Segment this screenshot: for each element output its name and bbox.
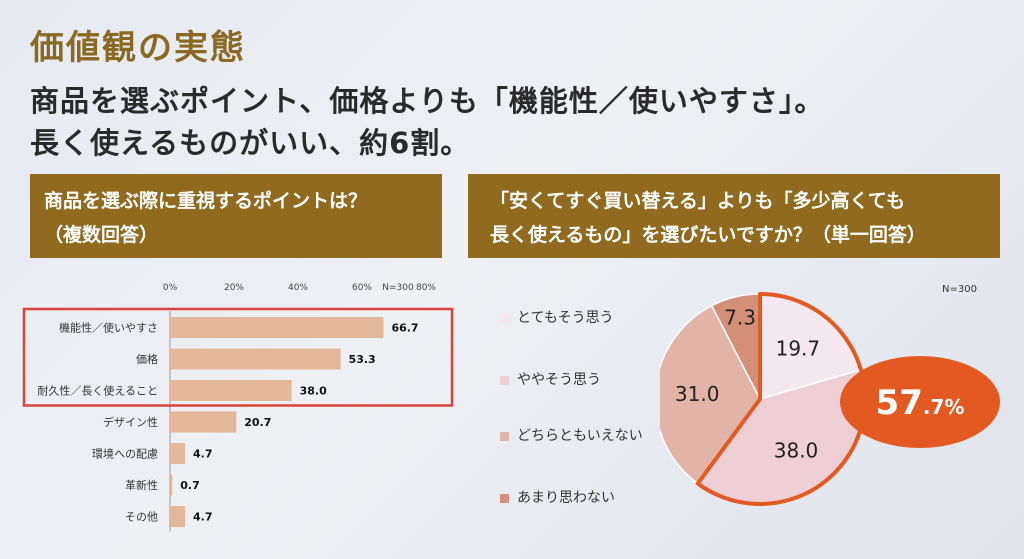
highlight-box xyxy=(22,307,454,407)
left-question-banner: 商品を選ぶ際に重視するポイントは？ （複数回答） xyxy=(30,174,442,258)
highlight-callout xyxy=(840,356,1000,448)
bar-value-label: 4.7 xyxy=(193,511,213,524)
headline-line-2: 長く使えるものがいい、約6割。 xyxy=(30,126,471,160)
x-tick-label: 20% xyxy=(224,283,244,293)
x-tick-label: 80% xyxy=(416,283,436,293)
legend-swatch xyxy=(500,494,509,503)
x-tick-label: 60% xyxy=(352,283,372,293)
legend-item: とてもそう思う xyxy=(500,304,660,332)
right-question-banner: 「安くてすぐ買い替える」よりも「多少高くても 長く使えるもの」を選びたいですか？… xyxy=(468,174,1000,258)
bar xyxy=(170,317,384,338)
pie-value-label: 7.3 xyxy=(724,305,756,329)
pie-value-label: 31.0 xyxy=(675,382,720,406)
legend-item: どちらともいえない xyxy=(500,422,660,450)
bar-category-label: 耐久性／長く使えること xyxy=(37,384,158,398)
right-banner-line-1: 「安くてすぐ買い替える」よりも「多少高くても xyxy=(490,190,905,212)
x-tick-label: 40% xyxy=(288,283,308,293)
bar-chart: 0% 20% 40% 60% 80%N=300 機能性／使いやすさ 66.7 価格 53.3 耐久… xyxy=(22,283,454,532)
pie-value-label: 19.7 xyxy=(776,337,821,361)
legend-swatch xyxy=(500,314,509,323)
bar xyxy=(170,411,237,433)
bar-category-label: 価格 xyxy=(136,352,158,366)
bar-value-label: 20.7 xyxy=(244,416,271,429)
legend-label: ややそう思う xyxy=(517,372,601,388)
legend-swatch xyxy=(500,376,509,385)
bar-category-label: その他 xyxy=(125,511,158,524)
bar-value-label: 4.7 xyxy=(193,448,213,461)
pie-chart: 19.7 38.0 31.0 7.3 57.7% xyxy=(660,292,1000,506)
bar-category-label: デザイン性 xyxy=(103,415,158,429)
pie-value-label: 38.0 xyxy=(774,439,819,463)
bar-category-label: 環境への配慮 xyxy=(92,447,158,461)
slide-title: 価値観の実態 xyxy=(30,28,246,68)
bar-category-label: 機能性／使いやすさ xyxy=(59,321,158,335)
bar-value-label: 53.3 xyxy=(349,353,376,366)
bar-value-label: 0.7 xyxy=(180,479,200,492)
left-banner-line-1: 商品を選ぶ際に重視するポイントは？ xyxy=(44,190,368,212)
right-banner-line-2: 長く使えるもの」を選びたいですか？（単一回答） xyxy=(490,224,926,246)
bar-value-label: 66.7 xyxy=(391,322,418,335)
legend-swatch xyxy=(500,432,509,441)
bar-category-label: 革新性 xyxy=(125,478,158,492)
left-banner-line-2: （複数回答） xyxy=(44,224,159,246)
legend-label: どちらともいえない xyxy=(517,428,643,444)
bar xyxy=(170,380,292,401)
headline-line-1: 商品を選ぶポイント、価格よりも「機能性／使いやすさ」。 xyxy=(30,84,825,118)
legend-label: あまり思わない xyxy=(517,490,615,506)
bar xyxy=(170,506,186,527)
bar xyxy=(170,348,341,370)
bar xyxy=(170,443,186,464)
bar-sample-size: N=300 xyxy=(382,283,414,293)
pie-slice xyxy=(660,304,761,485)
x-tick-label: 0% xyxy=(163,283,178,293)
legend-item: あまり思わない xyxy=(500,484,660,512)
highlight-total-label: 57.7% xyxy=(876,383,965,423)
pie-sample-size: N=300 xyxy=(942,284,977,295)
legend-item: ややそう思う xyxy=(500,366,660,394)
bar xyxy=(170,474,173,496)
legend-label: とてもそう思う xyxy=(517,310,614,326)
bar-value-label: 38.0 xyxy=(300,385,327,398)
